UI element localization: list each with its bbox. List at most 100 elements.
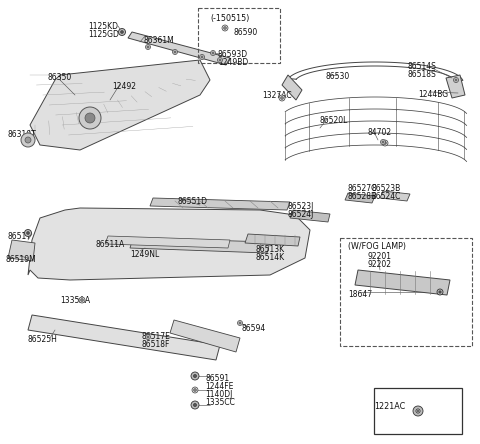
Circle shape [437,289,443,295]
Circle shape [439,291,441,293]
Text: 86593D: 86593D [218,50,248,59]
Polygon shape [245,234,300,246]
Circle shape [416,409,420,413]
Text: 86525H: 86525H [28,335,58,344]
Circle shape [85,113,95,123]
Text: 86514K: 86514K [255,253,284,262]
Text: 86517: 86517 [8,232,32,241]
Text: 86524J: 86524J [288,210,314,219]
Circle shape [217,58,223,63]
Polygon shape [150,198,290,210]
Circle shape [26,232,29,234]
Circle shape [381,139,385,144]
Text: 86513K: 86513K [255,245,284,254]
Circle shape [147,336,149,338]
Polygon shape [8,240,35,261]
Text: 86594: 86594 [242,324,266,333]
Circle shape [281,97,283,99]
Circle shape [413,406,423,416]
Circle shape [222,25,228,31]
Text: 86361M: 86361M [143,36,174,45]
Text: 1335CC: 1335CC [205,398,235,407]
Circle shape [239,322,241,324]
Polygon shape [345,193,375,203]
Circle shape [119,28,125,36]
Text: 86519M: 86519M [6,255,37,264]
Text: 86310T: 86310T [8,130,37,139]
Text: 86350: 86350 [48,73,72,82]
Text: 1327AC: 1327AC [262,91,292,100]
Text: 92202: 92202 [368,260,392,269]
Text: 86590: 86590 [233,28,257,37]
Text: 84702: 84702 [368,128,392,137]
Circle shape [145,334,151,340]
Text: 86530: 86530 [325,72,349,81]
Circle shape [79,107,101,129]
Text: 86591: 86591 [205,374,229,383]
Circle shape [200,55,204,59]
Circle shape [79,297,85,303]
Text: (W/FOG LAMP): (W/FOG LAMP) [348,242,406,251]
Circle shape [211,51,216,56]
Text: 86518F: 86518F [142,340,170,349]
Polygon shape [28,315,220,360]
Text: 86511A: 86511A [95,240,124,249]
Text: 1125KD: 1125KD [88,22,118,31]
Circle shape [120,31,123,33]
Text: 86520L: 86520L [320,116,348,125]
Polygon shape [380,191,410,201]
Circle shape [193,404,197,407]
Circle shape [193,388,196,391]
Circle shape [24,230,32,237]
Text: (-150515): (-150515) [210,14,250,23]
Polygon shape [355,270,450,295]
Text: 86523J: 86523J [288,202,314,211]
Text: 1249BD: 1249BD [218,58,248,67]
Circle shape [382,140,388,146]
Circle shape [454,78,458,83]
Polygon shape [170,320,240,352]
Circle shape [81,299,84,301]
Circle shape [416,409,420,413]
Polygon shape [30,60,210,150]
Circle shape [147,46,149,48]
Text: 1221AC: 1221AC [374,402,406,411]
Circle shape [191,401,199,409]
Text: 1140DJ: 1140DJ [205,390,232,399]
Circle shape [219,59,221,61]
Text: 1125GD: 1125GD [88,30,119,39]
Circle shape [174,51,176,53]
Circle shape [212,52,214,54]
Text: 1249NL: 1249NL [130,250,159,259]
Text: 1335AA: 1335AA [60,296,90,305]
Text: 86523B: 86523B [372,184,401,193]
Circle shape [417,410,419,412]
Circle shape [238,321,242,325]
Polygon shape [446,75,465,98]
Circle shape [192,387,198,393]
Polygon shape [128,32,230,65]
Polygon shape [105,236,230,248]
Circle shape [382,141,384,143]
Text: 92201: 92201 [368,252,392,261]
Polygon shape [290,210,330,222]
Text: 86524C: 86524C [372,192,401,201]
Text: 1244FE: 1244FE [205,382,233,391]
Circle shape [172,49,178,55]
Circle shape [25,137,31,143]
Circle shape [455,79,457,81]
Text: 1244BG: 1244BG [418,90,448,99]
Circle shape [191,372,199,380]
Polygon shape [282,75,302,100]
Circle shape [193,374,197,377]
Polygon shape [130,238,270,253]
Polygon shape [28,208,310,280]
Text: 12492: 12492 [112,82,136,91]
Text: 86551D: 86551D [178,197,208,206]
Circle shape [21,133,35,147]
Text: 18647: 18647 [348,290,372,299]
Text: 86528B: 86528B [348,192,377,201]
Text: 86517E: 86517E [142,332,171,341]
Circle shape [145,44,151,49]
Circle shape [384,142,386,144]
